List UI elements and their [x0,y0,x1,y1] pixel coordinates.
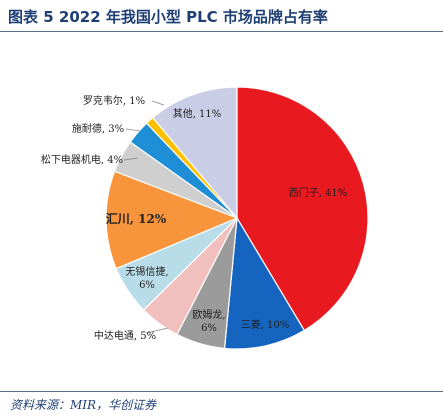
slice-label-6: 松下电器机电, 4% [41,153,123,166]
slice-label-9: 其他, 11% [173,107,222,120]
leader-line-8 [151,100,165,106]
pie-slice-5 [105,170,239,270]
slice-label-7: 施耐德, 3% [72,122,124,135]
slice-label-5: 汇川, 12% [106,212,167,226]
slice-label-3: 中达电通, 5% [94,329,156,342]
slice-label-0: 西门子, 41% [289,186,348,199]
slice-label-8: 罗克韦尔, 1% [83,94,145,107]
source-note: 资料来源：MIR，华创证券 [10,398,157,412]
slice-label-1: 三菱, 10% [241,319,290,331]
chart-title: 图表 5 2022 年我国小型 PLC 市场品牌占有率 [8,8,328,26]
slice-label-2: 欧姆龙, 6% [192,308,225,334]
title-divider [0,31,443,32]
leader-line-7 [125,128,141,132]
pie-slice-1 [223,216,306,350]
pie-slice-0 [236,86,369,332]
slice-label-4: 无锡信捷, 6% [125,265,168,291]
leader-line-3 [145,327,169,334]
source-divider [0,391,443,392]
pie-slice-9 [151,86,238,220]
leader-line-6 [123,157,139,161]
